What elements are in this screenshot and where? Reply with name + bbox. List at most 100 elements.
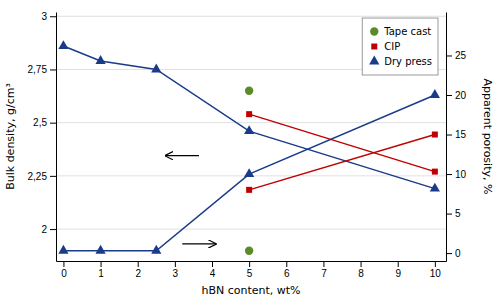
tick: 2,75 (28, 64, 56, 75)
tick-label: 2 (41, 224, 47, 235)
chart: 0 1 2 3 4 5 6 7 8 9 10 2 2,25 2,5 2,75 3 0 5 10 15 20 25 hBN c… (0, 0, 500, 301)
point (151, 245, 161, 254)
tick-mark (50, 176, 56, 177)
tick-mark (323, 261, 324, 267)
tick: 3 (173, 261, 179, 279)
tick-label: 2,5 (33, 117, 47, 128)
axis-line (56, 13, 57, 262)
axis-line (446, 13, 447, 262)
legend-frame (362, 18, 438, 75)
tick-mark (212, 261, 213, 267)
point (245, 247, 253, 255)
tick: 0 (446, 248, 461, 259)
tick-label: 9 (395, 268, 401, 279)
point (58, 40, 68, 49)
series (245, 87, 253, 95)
series (245, 247, 253, 255)
tick: 1 (98, 261, 104, 279)
tick: 9 (395, 261, 401, 279)
tick-label: 0 (455, 248, 461, 259)
legend-label: Tape cast (383, 26, 431, 37)
tick: 25 (446, 50, 467, 61)
grid (56, 16, 446, 229)
y2-axis: 0 5 10 15 20 25 (446, 13, 467, 262)
point (246, 187, 252, 193)
tick-label: 5 (455, 208, 461, 219)
tick: 2 (135, 261, 141, 279)
tick-mark (50, 69, 56, 70)
tick: 4 (210, 261, 216, 279)
point (430, 89, 440, 98)
line (249, 135, 435, 190)
legend-label: CIP (384, 41, 400, 52)
tick: 2,5 (33, 117, 56, 128)
tick: 15 (446, 129, 467, 140)
tick-mark (101, 261, 102, 267)
point (246, 111, 252, 117)
legend-symbol (369, 56, 379, 65)
tick-mark (175, 261, 176, 267)
tick-mark (446, 214, 452, 215)
arrow (182, 243, 215, 244)
tick-label: 1 (98, 268, 104, 279)
x-axis: 0 1 2 3 4 5 6 7 8 9 10 (57, 261, 447, 279)
tick-label: 25 (455, 50, 467, 61)
tick-label: 10 (455, 169, 467, 180)
point (432, 132, 438, 138)
plot: 0 1 2 3 4 5 6 7 8 9 10 2 2,25 2,5 2,75 3 0 5 10 15 20 25 hBN c… (4, 11, 494, 297)
tick-mark (138, 261, 139, 267)
grid-line (56, 229, 446, 230)
legend-symbol (370, 27, 378, 35)
tick: 10 (430, 261, 442, 279)
tick: 3 (41, 11, 56, 22)
tick-mark (446, 253, 452, 254)
point (430, 183, 440, 192)
tick-label: 4 (210, 268, 216, 279)
legend-symbol (371, 44, 377, 50)
tick-label: 8 (358, 268, 364, 279)
tick-mark (50, 123, 56, 124)
line (63, 95, 434, 251)
tick-mark (398, 261, 399, 267)
point (244, 125, 254, 134)
point (432, 169, 438, 175)
point (245, 87, 253, 95)
tick-label: 3 (41, 11, 47, 22)
tick-label: 6 (284, 268, 290, 279)
series (58, 89, 440, 254)
tick: 5 (446, 208, 461, 219)
tick: 20 (446, 90, 467, 101)
tick-label: 5 (247, 268, 253, 279)
point (58, 245, 68, 254)
tick: 10 (446, 169, 467, 180)
tick-mark (50, 16, 56, 17)
tick-label: 20 (455, 90, 467, 101)
legend: Tape cast CIP Dry press (362, 18, 438, 75)
tick-mark (446, 135, 452, 136)
tick-label: 3 (173, 268, 179, 279)
x-axis-title: hBN content, wt% (201, 284, 300, 297)
arrow (166, 155, 199, 156)
tick-mark (446, 55, 452, 56)
tick: 7 (321, 261, 327, 279)
legend-label: Dry press (384, 56, 432, 67)
y-axis-title: Bulk density, g/cm³ (4, 83, 17, 190)
tick-label: 15 (455, 129, 467, 140)
tick: 6 (284, 261, 290, 279)
tick-mark (446, 95, 452, 96)
tick: 2,25 (28, 171, 56, 182)
y-axis: 2 2,25 2,5 2,75 3 (28, 11, 57, 262)
tick-label: 10 (430, 268, 442, 279)
tick-label: 2,75 (28, 64, 48, 75)
tick-label: 0 (61, 268, 67, 279)
point (151, 64, 161, 73)
grid-line (56, 16, 446, 17)
tick-label: 2,25 (28, 171, 48, 182)
grid-line (56, 122, 446, 123)
tick-mark (286, 261, 287, 267)
tick-mark (63, 261, 64, 267)
tick-label: 2 (135, 268, 141, 279)
tick: 5 (247, 261, 253, 279)
tick-mark (361, 261, 362, 267)
series (246, 132, 438, 193)
